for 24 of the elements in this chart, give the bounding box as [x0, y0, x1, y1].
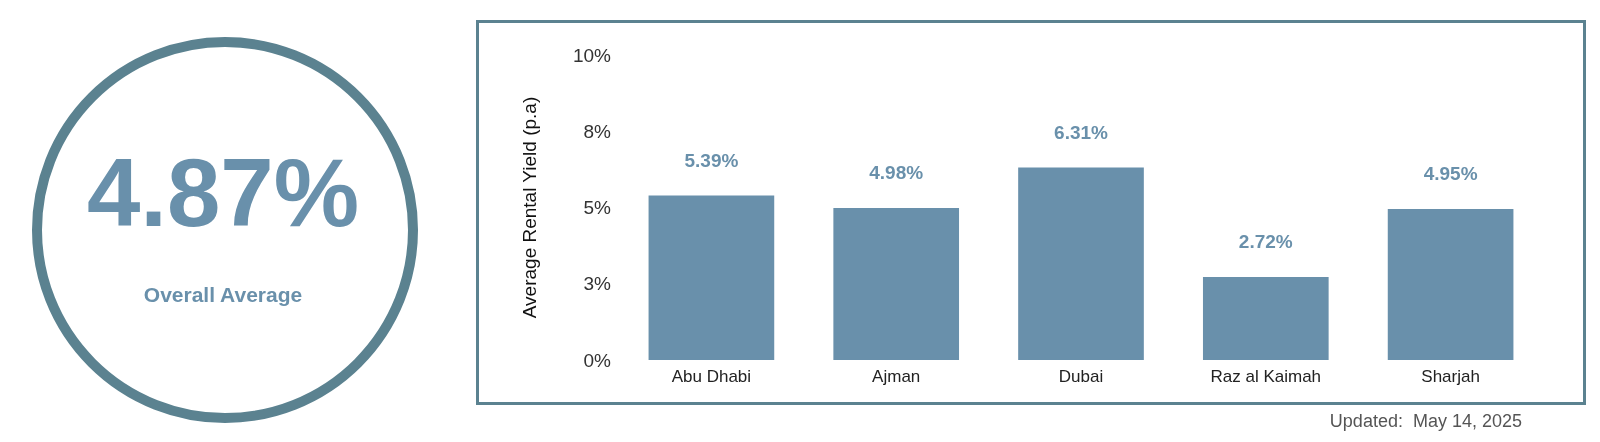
y-axis-title: Average Rental Yield (p.a) — [519, 96, 540, 319]
bar — [1387, 209, 1514, 360]
data-label: 2.72% — [1238, 231, 1293, 253]
bar — [833, 208, 960, 360]
data-label: 6.31% — [1054, 121, 1109, 143]
y-tick-label: 5% — [583, 197, 612, 218]
bar — [648, 195, 775, 360]
x-tick-label: Ajman — [872, 367, 921, 386]
y-tick-label: 3% — [583, 273, 612, 295]
x-tick-label: Raz al Kaimah — [1210, 367, 1322, 386]
x-tick-label: Sharjah — [1421, 367, 1480, 386]
text: Overall Average — [142, 283, 304, 307]
data-label: 5.39% — [684, 149, 739, 171]
bar — [1018, 167, 1144, 360]
text: Updated: May 14, 2025 — [1329, 411, 1522, 432]
data-label: 4.95% — [1423, 163, 1478, 185]
bar — [1202, 277, 1329, 360]
y-tick-label: 0% — [583, 349, 612, 371]
text: 4.87% — [85, 138, 361, 248]
x-tick-label: Dubai — [1058, 367, 1104, 386]
data-label: 4.98% — [869, 162, 924, 184]
y-tick-label: 8% — [583, 120, 612, 142]
y-tick-label: 10% — [572, 44, 612, 66]
x-tick-label: Abu Dhabi — [671, 367, 752, 386]
